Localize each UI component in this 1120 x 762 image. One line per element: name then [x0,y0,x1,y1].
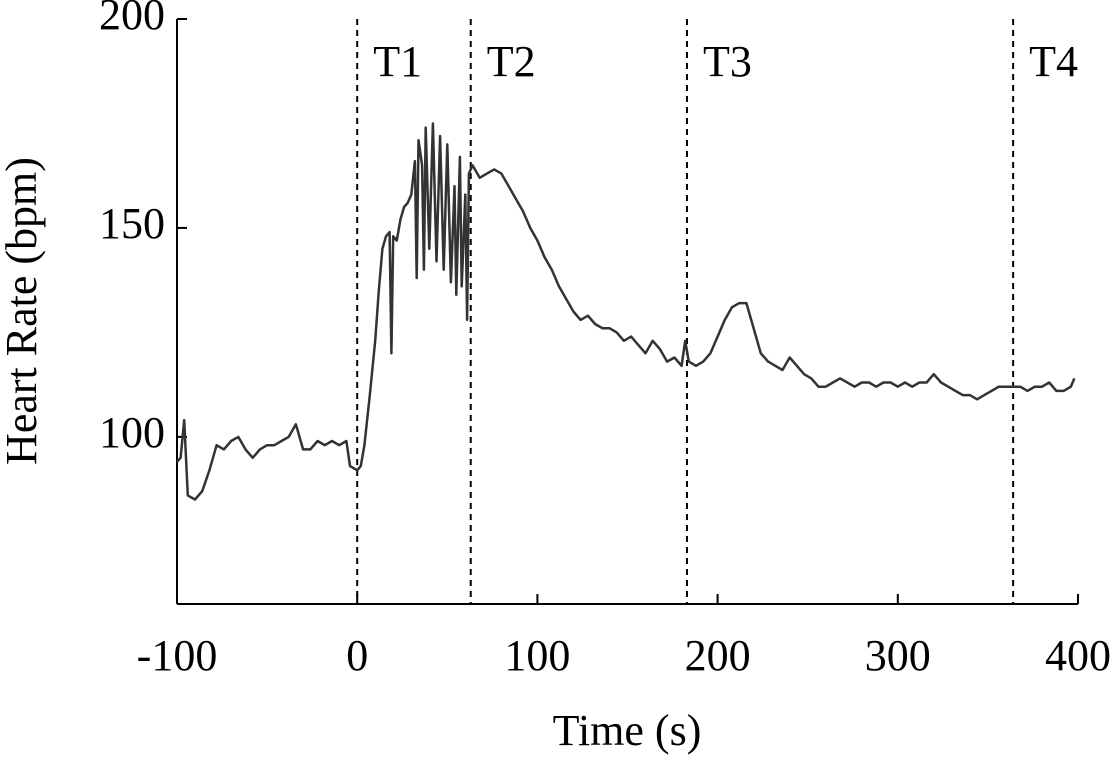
event-label: T4 [1029,37,1078,86]
x-tick-label: -100 [137,631,218,680]
event-label: T3 [703,37,752,86]
heart-rate-line [176,122,1076,501]
y-tick-label: 100 [99,408,165,457]
x-tick-label: 200 [685,631,751,680]
x-tick-label: 100 [504,631,570,680]
y-tick-label: 200 [99,0,165,39]
x-tick-label: 0 [346,631,368,680]
event-label: T1 [373,37,422,86]
y-tick-label: 150 [99,199,165,248]
x-tick-label: 400 [1045,631,1111,680]
x-tick-label: 300 [865,631,931,680]
y-axis-label: Heart Rate (bpm) [0,157,46,465]
event-label: T2 [487,37,536,86]
x-axis-label: Time (s) [553,706,702,755]
